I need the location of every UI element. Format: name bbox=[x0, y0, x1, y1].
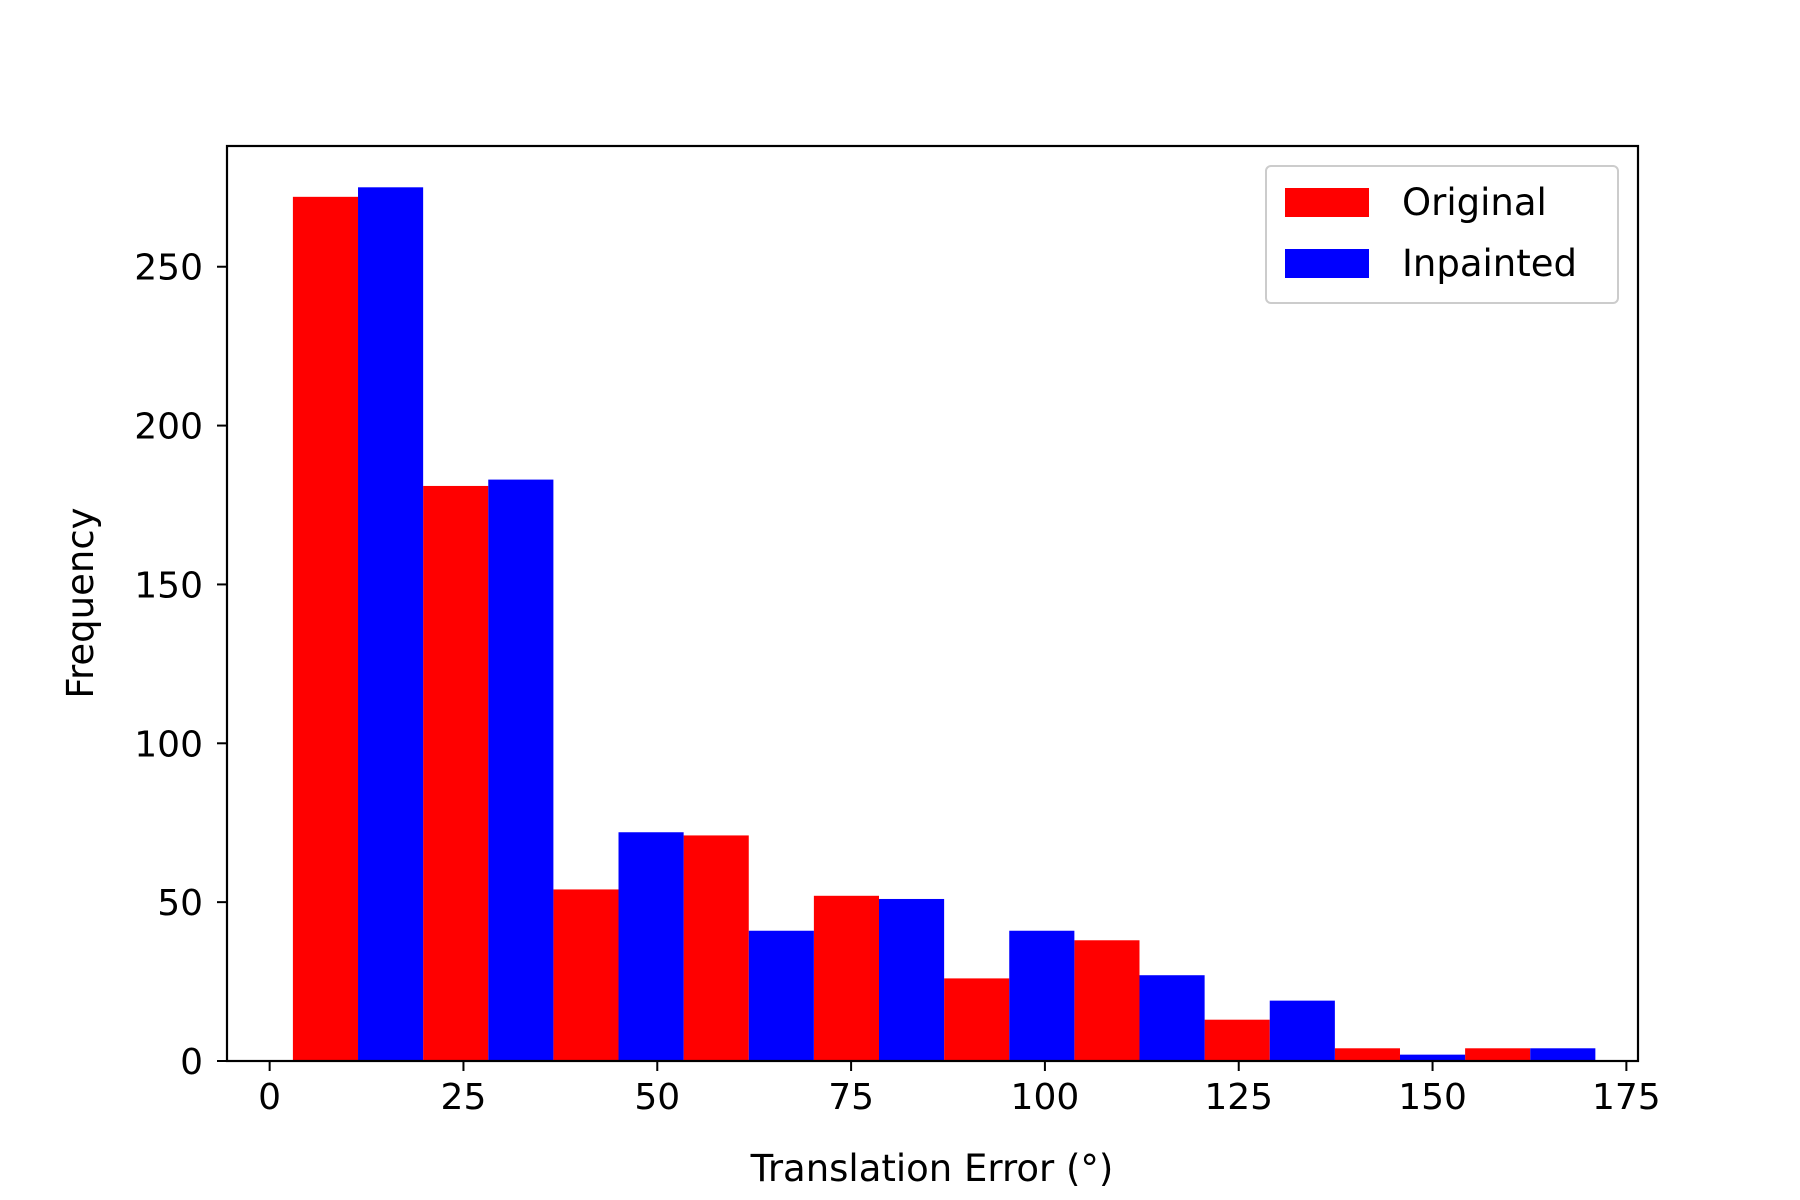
plot-frame bbox=[225, 144, 1640, 1063]
y-axis-ticks: 0 50 100 150 200 250 bbox=[134, 248, 227, 1083]
bar-original-4 bbox=[813, 895, 880, 1061]
bars-group bbox=[292, 187, 1596, 1062]
y-tick-label: 100 bbox=[134, 724, 203, 765]
y-tick-label: 0 bbox=[180, 1042, 203, 1083]
bar-original-3 bbox=[683, 835, 749, 1061]
x-axis-label: Translation Error (°) bbox=[750, 1147, 1114, 1190]
bar-inpainted-8 bbox=[1399, 1054, 1466, 1061]
x-tick-label: 150 bbox=[1398, 1077, 1467, 1118]
x-tick-label: 25 bbox=[441, 1077, 487, 1118]
x-tick-label: 50 bbox=[634, 1077, 680, 1118]
bar-original-1 bbox=[423, 485, 489, 1062]
y-tick-label: 50 bbox=[157, 883, 203, 924]
y-tick-label: 150 bbox=[134, 565, 203, 606]
x-tick-label: 175 bbox=[1592, 1077, 1661, 1118]
bar-inpainted-6 bbox=[1139, 975, 1205, 1061]
legend-swatch-original bbox=[1285, 188, 1369, 217]
bar-inpainted-3 bbox=[748, 930, 814, 1061]
bar-original-9 bbox=[1465, 1048, 1531, 1061]
bar-inpainted-5 bbox=[1009, 930, 1075, 1061]
x-tick-label: 75 bbox=[828, 1077, 874, 1118]
legend: Original Inpainted bbox=[1265, 165, 1619, 304]
bar-original-6 bbox=[1074, 940, 1140, 1061]
x-tick-label: 0 bbox=[258, 1077, 281, 1118]
bar-original-2 bbox=[553, 889, 619, 1061]
bar-inpainted-4 bbox=[879, 898, 945, 1061]
y-axis-label: Frequency bbox=[59, 507, 102, 698]
legend-swatch-inpainted bbox=[1285, 249, 1369, 278]
bar-inpainted-2 bbox=[618, 832, 684, 1061]
bar-original-8 bbox=[1334, 1048, 1400, 1061]
x-tick-label: 125 bbox=[1204, 1077, 1273, 1118]
bar-original-7 bbox=[1204, 1019, 1270, 1061]
bar-original-0 bbox=[292, 196, 359, 1062]
x-axis-ticks: 0 25 50 75 100 125 150 175 bbox=[258, 1061, 1661, 1118]
bar-inpainted-1 bbox=[488, 479, 554, 1061]
bar-inpainted-0 bbox=[358, 187, 424, 1062]
y-tick-label: 200 bbox=[134, 407, 203, 448]
bar-original-5 bbox=[944, 978, 1010, 1061]
bar-inpainted-7 bbox=[1269, 1000, 1335, 1061]
x-tick-label: 100 bbox=[1011, 1077, 1080, 1118]
y-tick-label: 250 bbox=[134, 248, 203, 289]
legend-label-inpainted: Inpainted bbox=[1402, 242, 1577, 285]
bar-inpainted-9 bbox=[1530, 1048, 1596, 1061]
legend-label-original: Original bbox=[1402, 181, 1547, 224]
